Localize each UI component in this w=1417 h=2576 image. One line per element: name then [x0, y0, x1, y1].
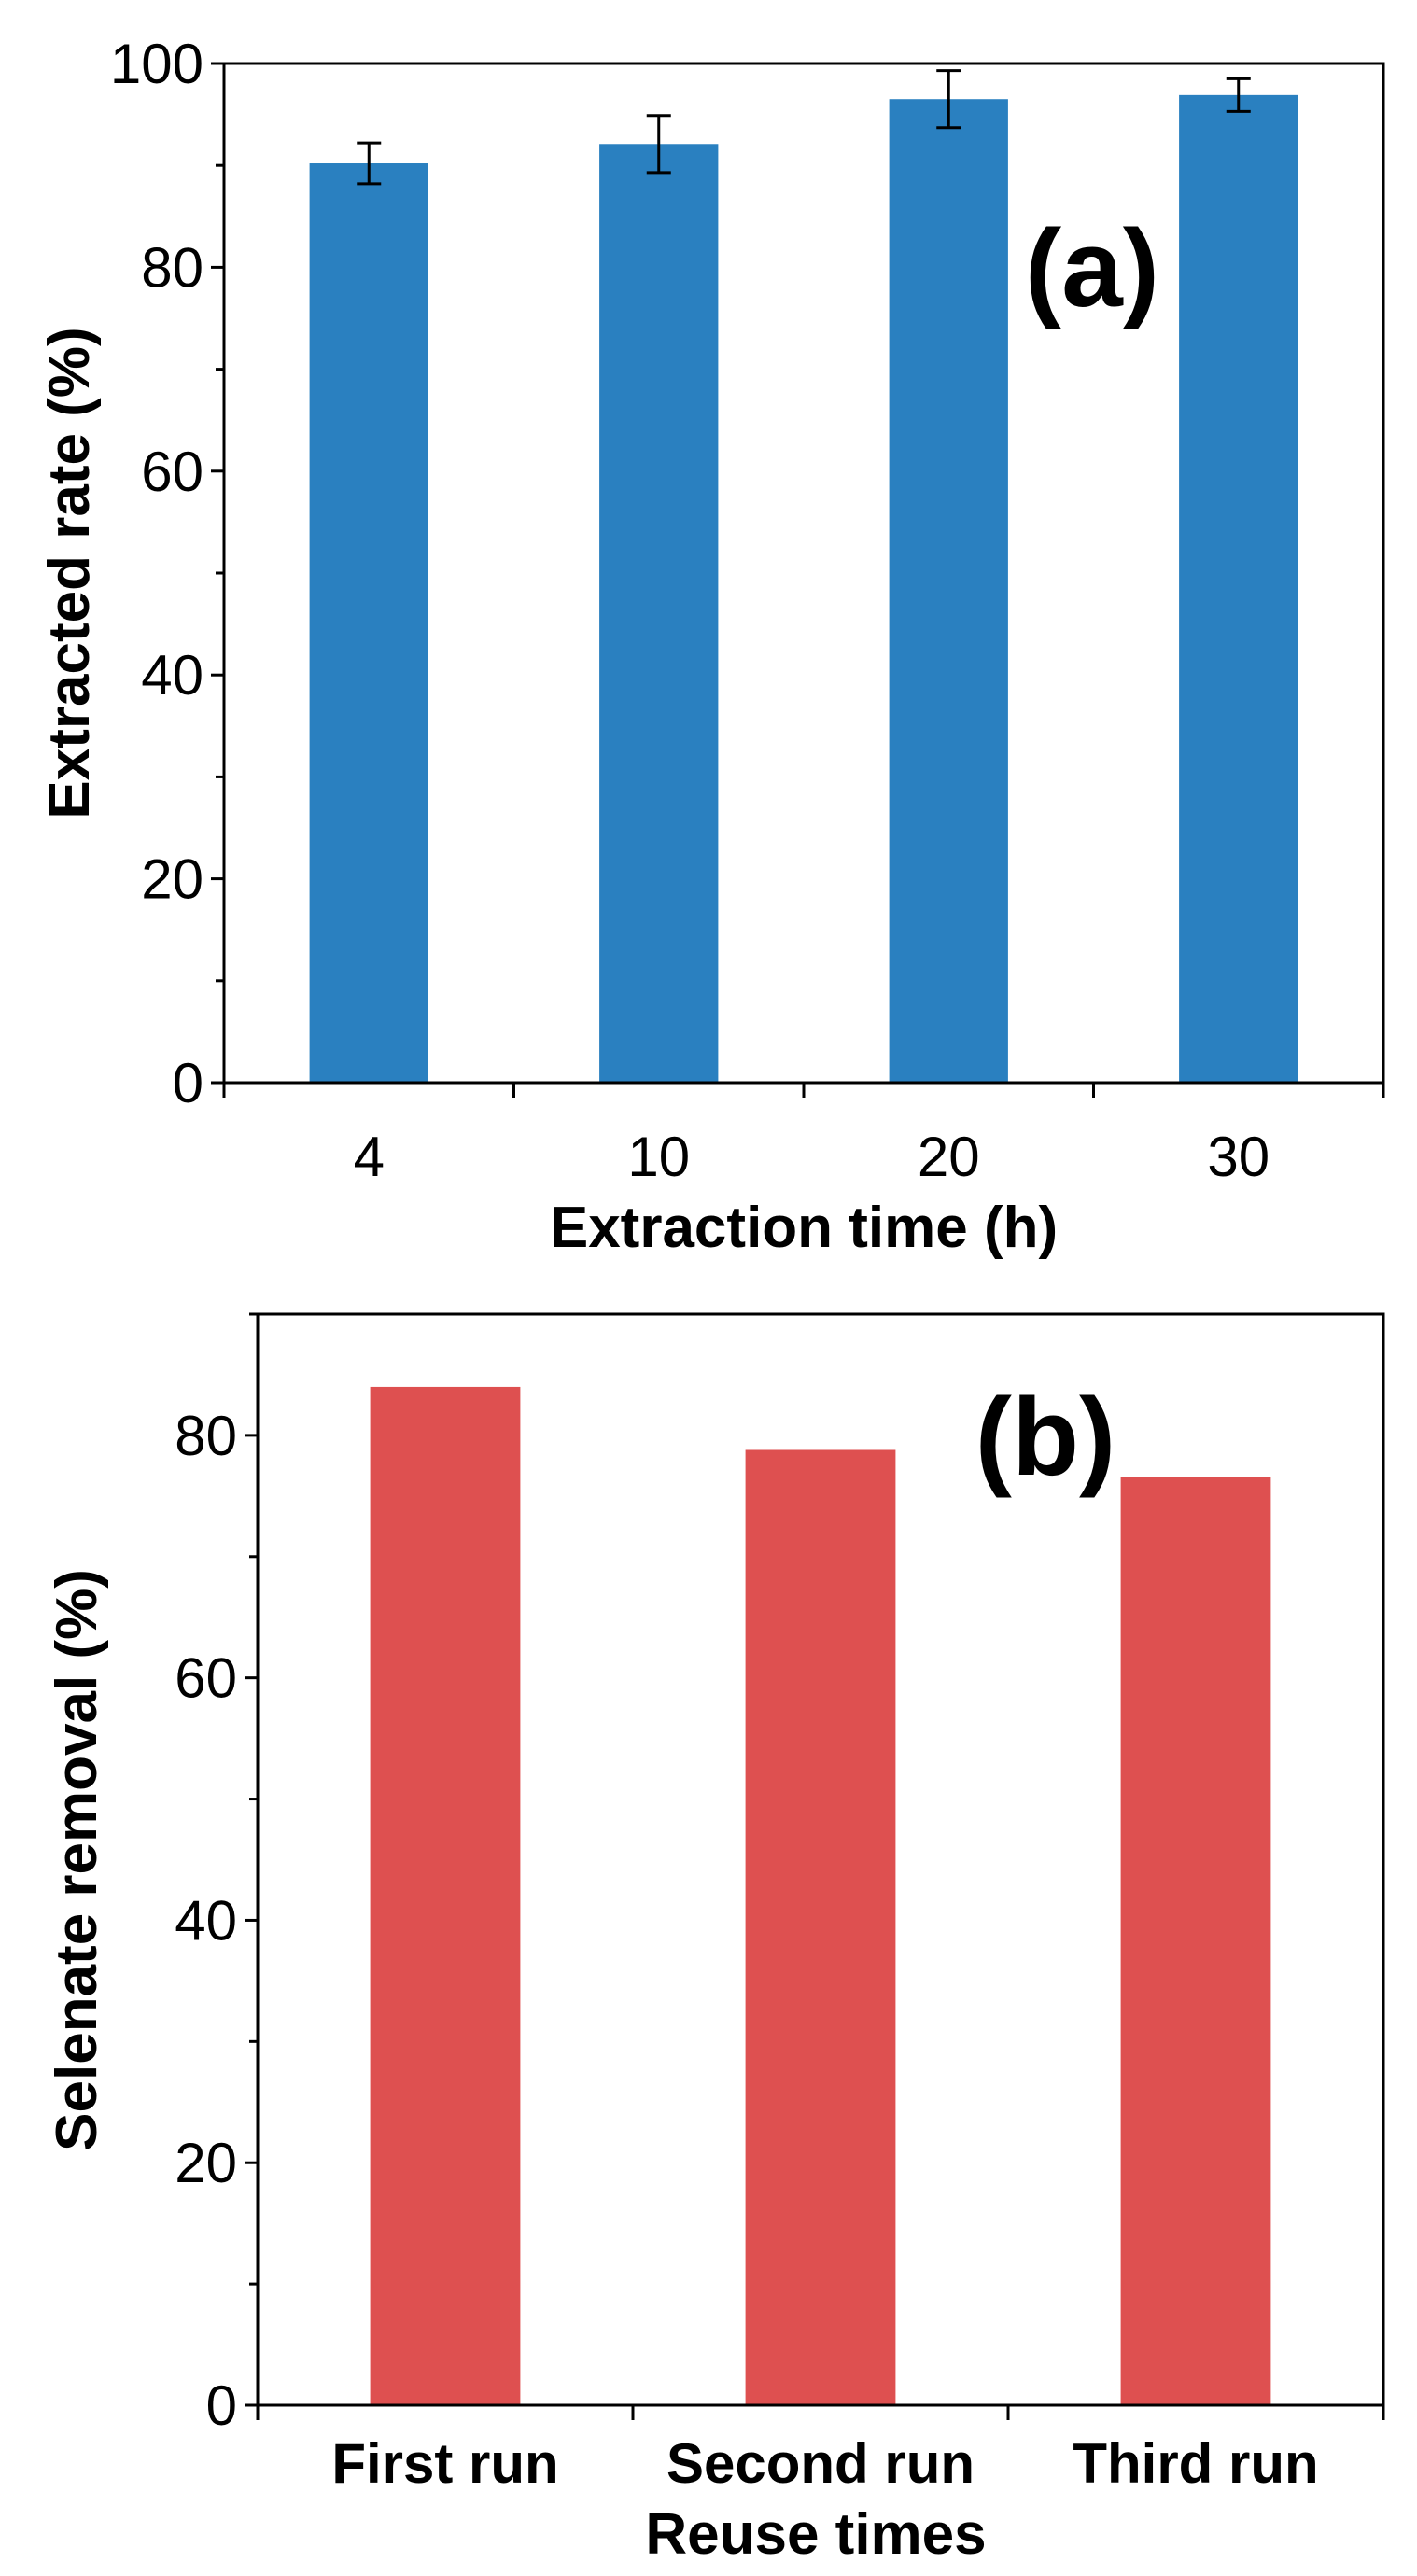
- x-tick-label: 30: [1207, 1126, 1270, 1188]
- error-bar-1: [357, 141, 382, 186]
- x-axis-title: Extraction time (h): [550, 1196, 1058, 1260]
- x-tick-label: Third run: [1073, 2432, 1318, 2495]
- bar-1: [309, 163, 428, 1084]
- y-tick-label: 40: [175, 1889, 237, 1952]
- bar-1: [370, 1386, 521, 2405]
- x-tick-label: 4: [354, 1126, 385, 1188]
- y-tick-label: 100: [110, 33, 203, 95]
- x-tick-label: First run: [331, 2432, 558, 2495]
- x-tick-label: Second run: [666, 2432, 975, 2495]
- bar-3: [1120, 1477, 1271, 2405]
- y-tick-label: 80: [175, 1405, 237, 1467]
- panel-label-a: (a): [1025, 207, 1159, 330]
- y-axis-title: Selenate removal (%): [45, 1569, 109, 2151]
- y-tick-label: 40: [141, 644, 203, 707]
- bars-group: [370, 1386, 1271, 2405]
- x-axis-title: Reuse times: [645, 2502, 986, 2567]
- error-bars-group: [357, 69, 1251, 186]
- panel-label-b: (b): [975, 1376, 1116, 1499]
- y-tick-label: 0: [173, 1052, 203, 1114]
- y-tick-label: 60: [141, 441, 203, 503]
- bar-4: [1179, 94, 1298, 1083]
- bar-3: [889, 99, 1008, 1084]
- bars-group: [309, 94, 1298, 1084]
- chart-panel-b: 0 20 40 60 80 First run Second run Third run (…: [45, 1312, 1385, 2567]
- y-axis: 0 20 40 60 80: [175, 1312, 260, 2437]
- y-tick-label: 20: [175, 2132, 237, 2194]
- chart-panel-a: 0 20 40 60 80 100 4 10 20 30 (a) Extraction time…: [37, 33, 1385, 1260]
- x-tick-label: 20: [918, 1126, 980, 1188]
- y-tick-label: 20: [141, 848, 203, 911]
- y-axis: 0 20 40 60 80 100: [110, 33, 226, 1114]
- bar-2: [599, 144, 719, 1083]
- y-tick-label: 80: [141, 236, 203, 299]
- y-tick-label: 0: [206, 2374, 237, 2437]
- bar-2: [745, 1449, 896, 2405]
- x-axis: 4 10 20 30: [222, 1081, 1385, 1188]
- x-axis: First run Second run Third run: [256, 2403, 1385, 2495]
- error-bar-2: [646, 114, 671, 175]
- y-tick-label: 60: [175, 1647, 237, 1710]
- x-tick-label: 10: [627, 1126, 690, 1188]
- error-bar-4: [1226, 77, 1251, 113]
- error-bar-3: [936, 69, 961, 130]
- y-axis-title: Extracted rate (%): [37, 327, 102, 819]
